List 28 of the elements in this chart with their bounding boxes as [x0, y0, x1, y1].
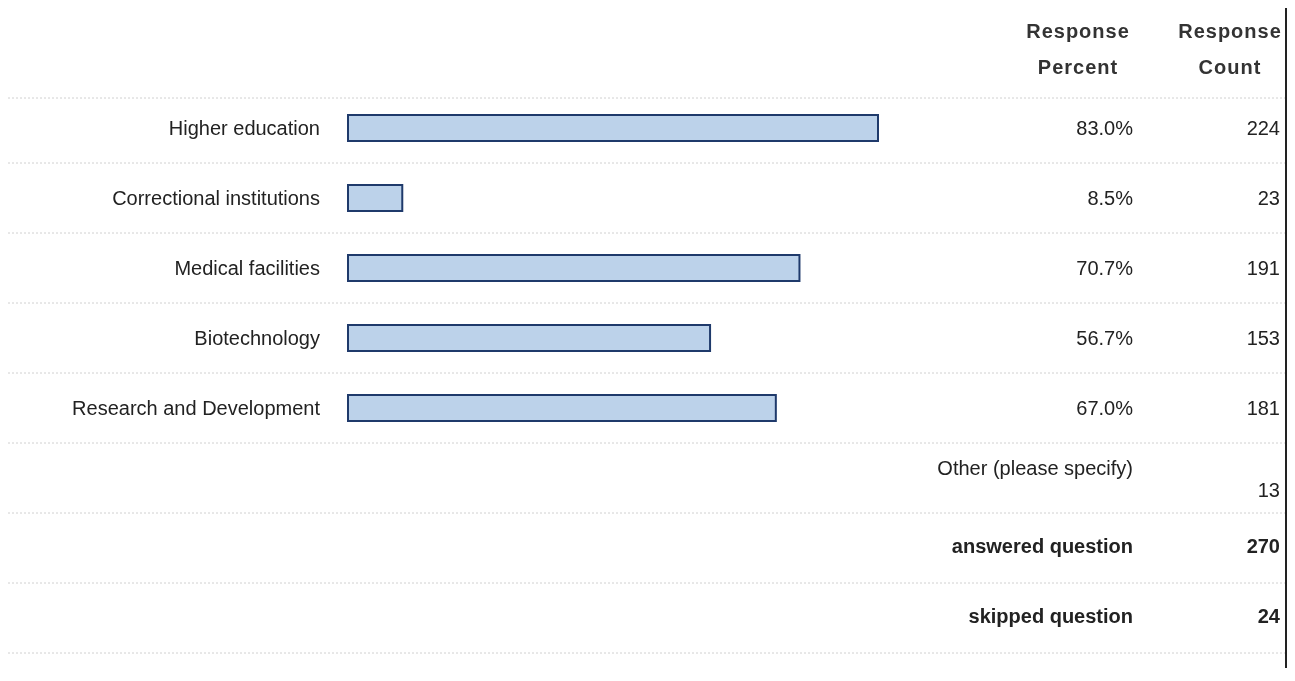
- text: 181: [1246, 397, 1280, 419]
- text: 270: [1246, 535, 1280, 557]
- y-tick-label: Biotechnology: [194, 327, 320, 349]
- text: 13: [1257, 479, 1280, 501]
- bar: [347, 114, 879, 142]
- bar: [347, 184, 404, 212]
- data-label: 56.7%: [1076, 327, 1134, 349]
- y-tick-label: Higher education: [168, 117, 320, 139]
- text: Response Percent: [1026, 20, 1130, 78]
- text: 224: [1246, 117, 1280, 139]
- data-label: 8.5%: [1087, 187, 1134, 209]
- bar: [347, 324, 712, 352]
- text: skipped question: [968, 605, 1133, 627]
- text: 153: [1246, 327, 1280, 349]
- text: Response Count: [1178, 20, 1282, 78]
- text: 24: [1257, 605, 1281, 627]
- data-label: 67.0%: [1076, 397, 1134, 419]
- bar: [347, 394, 777, 422]
- y-tick-label: Correctional institutions: [112, 187, 320, 209]
- data-label: 70.7%: [1076, 257, 1134, 279]
- text: Other (please specify): [937, 457, 1133, 479]
- data-label: 83.0%: [1076, 117, 1134, 139]
- bar: [347, 254, 801, 282]
- text: 191: [1246, 257, 1280, 279]
- y-tick-label: Medical facilities: [174, 257, 320, 279]
- text: answered question: [951, 535, 1133, 557]
- y-tick-label: Research and Development: [72, 397, 321, 419]
- text: 23: [1257, 187, 1280, 209]
